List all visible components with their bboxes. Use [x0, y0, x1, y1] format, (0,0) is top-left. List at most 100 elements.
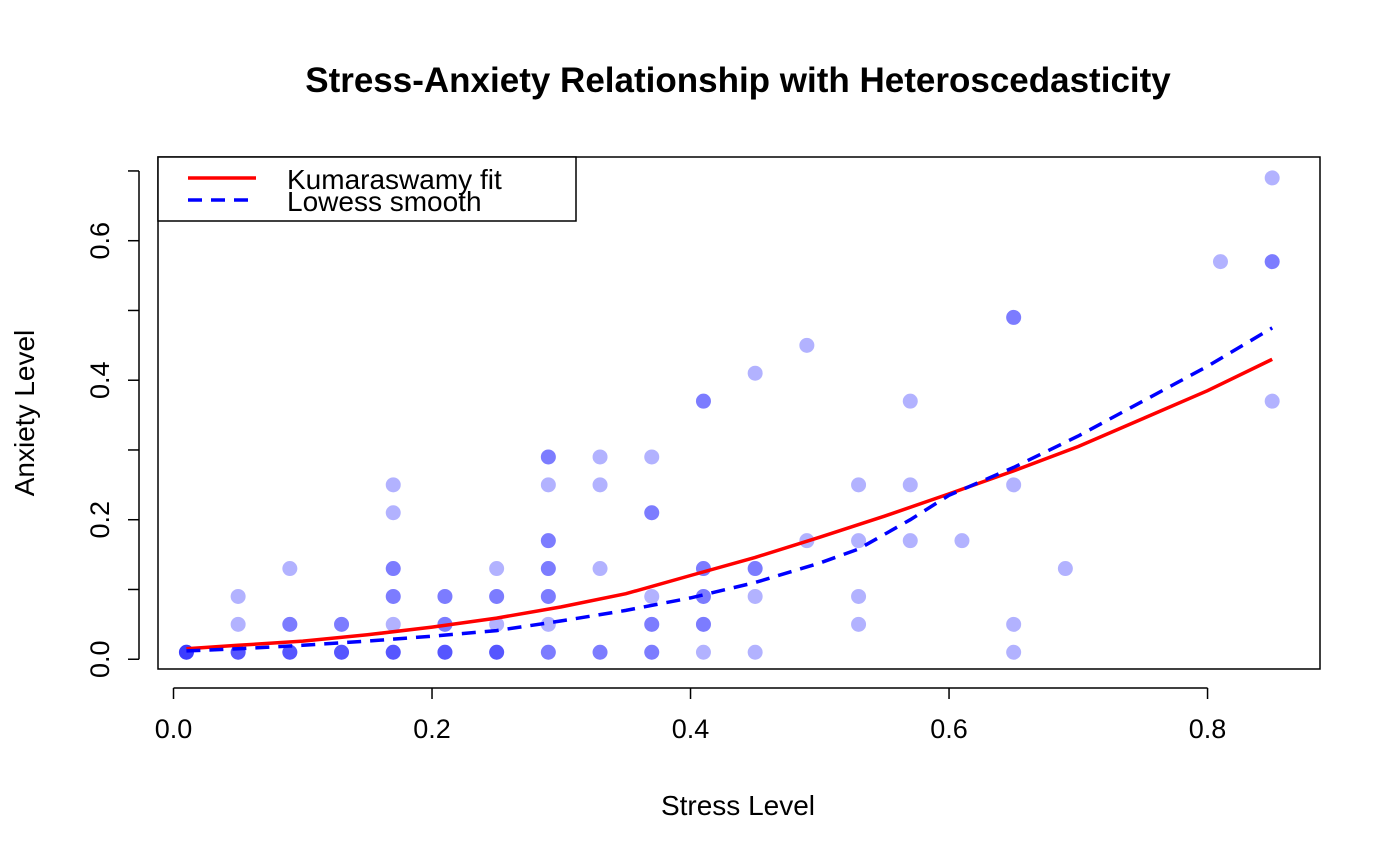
- data-point: [385, 477, 401, 493]
- data-point: [747, 365, 763, 381]
- data-point: [851, 477, 867, 493]
- data-point: [592, 477, 608, 493]
- data-point: [954, 533, 970, 549]
- legend-box: [157, 156, 577, 222]
- data-point: [489, 588, 505, 604]
- data-point: [540, 644, 556, 660]
- data-point: [282, 644, 298, 660]
- data-point: [540, 644, 556, 660]
- data-point: [644, 644, 660, 660]
- legend-label-lowess: Lowess smooth: [287, 186, 482, 217]
- data-point: [1264, 170, 1280, 186]
- data-point: [1264, 393, 1280, 409]
- data-point: [851, 533, 867, 549]
- data-point: [437, 588, 453, 604]
- data-point: [385, 561, 401, 577]
- data-point: [282, 644, 298, 660]
- x-tick-label: 0.8: [1189, 714, 1227, 744]
- data-point: [1006, 477, 1022, 493]
- x-tick-label: 0.0: [155, 714, 193, 744]
- data-point: [644, 588, 660, 604]
- data-point: [385, 644, 401, 660]
- data-point: [489, 644, 505, 660]
- legend-label-kumaraswamy: Kumaraswamy fit: [287, 164, 502, 195]
- data-point: [385, 588, 401, 604]
- y-tick-label: 0.6: [85, 222, 115, 260]
- data-point: [644, 449, 660, 465]
- data-point: [695, 588, 711, 604]
- data-point: [747, 644, 763, 660]
- data-point: [695, 616, 711, 632]
- data-point: [644, 616, 660, 632]
- x-axis-label: Stress Level: [661, 790, 815, 821]
- data-point: [385, 644, 401, 660]
- data-point: [540, 561, 556, 577]
- data-point: [695, 588, 711, 604]
- data-point: [230, 616, 246, 632]
- data-point: [851, 588, 867, 604]
- data-point: [747, 561, 763, 577]
- data-point: [540, 449, 556, 465]
- data-point: [385, 616, 401, 632]
- data-point: [695, 644, 711, 660]
- y-tick-label: 0.0: [85, 640, 115, 678]
- data-point: [851, 616, 867, 632]
- data-point: [644, 505, 660, 521]
- data-point: [282, 616, 298, 632]
- data-point: [489, 588, 505, 604]
- data-point: [385, 588, 401, 604]
- data-point: [902, 477, 918, 493]
- data-point: [334, 644, 350, 660]
- x-tick-label: 0.6: [930, 714, 968, 744]
- y-tick-label: 0.2: [85, 501, 115, 539]
- data-point: [437, 644, 453, 660]
- data-point: [592, 449, 608, 465]
- data-point: [540, 561, 556, 577]
- data-point: [592, 644, 608, 660]
- data-point: [747, 588, 763, 604]
- data-point: [1057, 561, 1073, 577]
- data-point: [489, 644, 505, 660]
- data-point: [282, 644, 298, 660]
- y-tick-label: 0.4: [85, 361, 115, 399]
- data-point: [540, 477, 556, 493]
- data-point: [385, 561, 401, 577]
- data-point: [282, 616, 298, 632]
- data-point: [1006, 616, 1022, 632]
- series-line-lowess: [186, 326, 1274, 653]
- data-point: [489, 644, 505, 660]
- fit-lines: [186, 326, 1274, 653]
- data-point: [334, 644, 350, 660]
- data-point: [592, 644, 608, 660]
- data-point: [540, 449, 556, 465]
- data-point: [1212, 254, 1228, 270]
- data-point: [540, 533, 556, 549]
- y-axis: 0.0 0.2 0.4 0.6: [85, 170, 140, 678]
- y-axis-label: Anxiety Level: [9, 330, 40, 497]
- data-point: [540, 533, 556, 549]
- data-point: [334, 616, 350, 632]
- data-point: [437, 644, 453, 660]
- data-point: [1264, 254, 1280, 270]
- data-point: [695, 393, 711, 409]
- data-point: [489, 561, 505, 577]
- legend: Kumaraswamy fit Lowess smooth: [157, 156, 577, 222]
- data-point: [540, 616, 556, 632]
- data-point: [644, 644, 660, 660]
- data-points: [178, 170, 1280, 660]
- x-tick-label: 0.4: [672, 714, 710, 744]
- data-point: [592, 561, 608, 577]
- data-point: [385, 644, 401, 660]
- x-tick-label: 0.2: [413, 714, 451, 744]
- data-point: [540, 588, 556, 604]
- data-point: [334, 616, 350, 632]
- data-point: [1264, 254, 1280, 270]
- data-point: [230, 588, 246, 604]
- data-point: [282, 561, 298, 577]
- data-point: [1006, 309, 1022, 325]
- data-point: [902, 533, 918, 549]
- data-point: [799, 337, 815, 353]
- x-axis: 0.0 0.2 0.4 0.6 0.8: [155, 687, 1227, 744]
- chart-title: Stress-Anxiety Relationship with Heteros…: [305, 61, 1171, 100]
